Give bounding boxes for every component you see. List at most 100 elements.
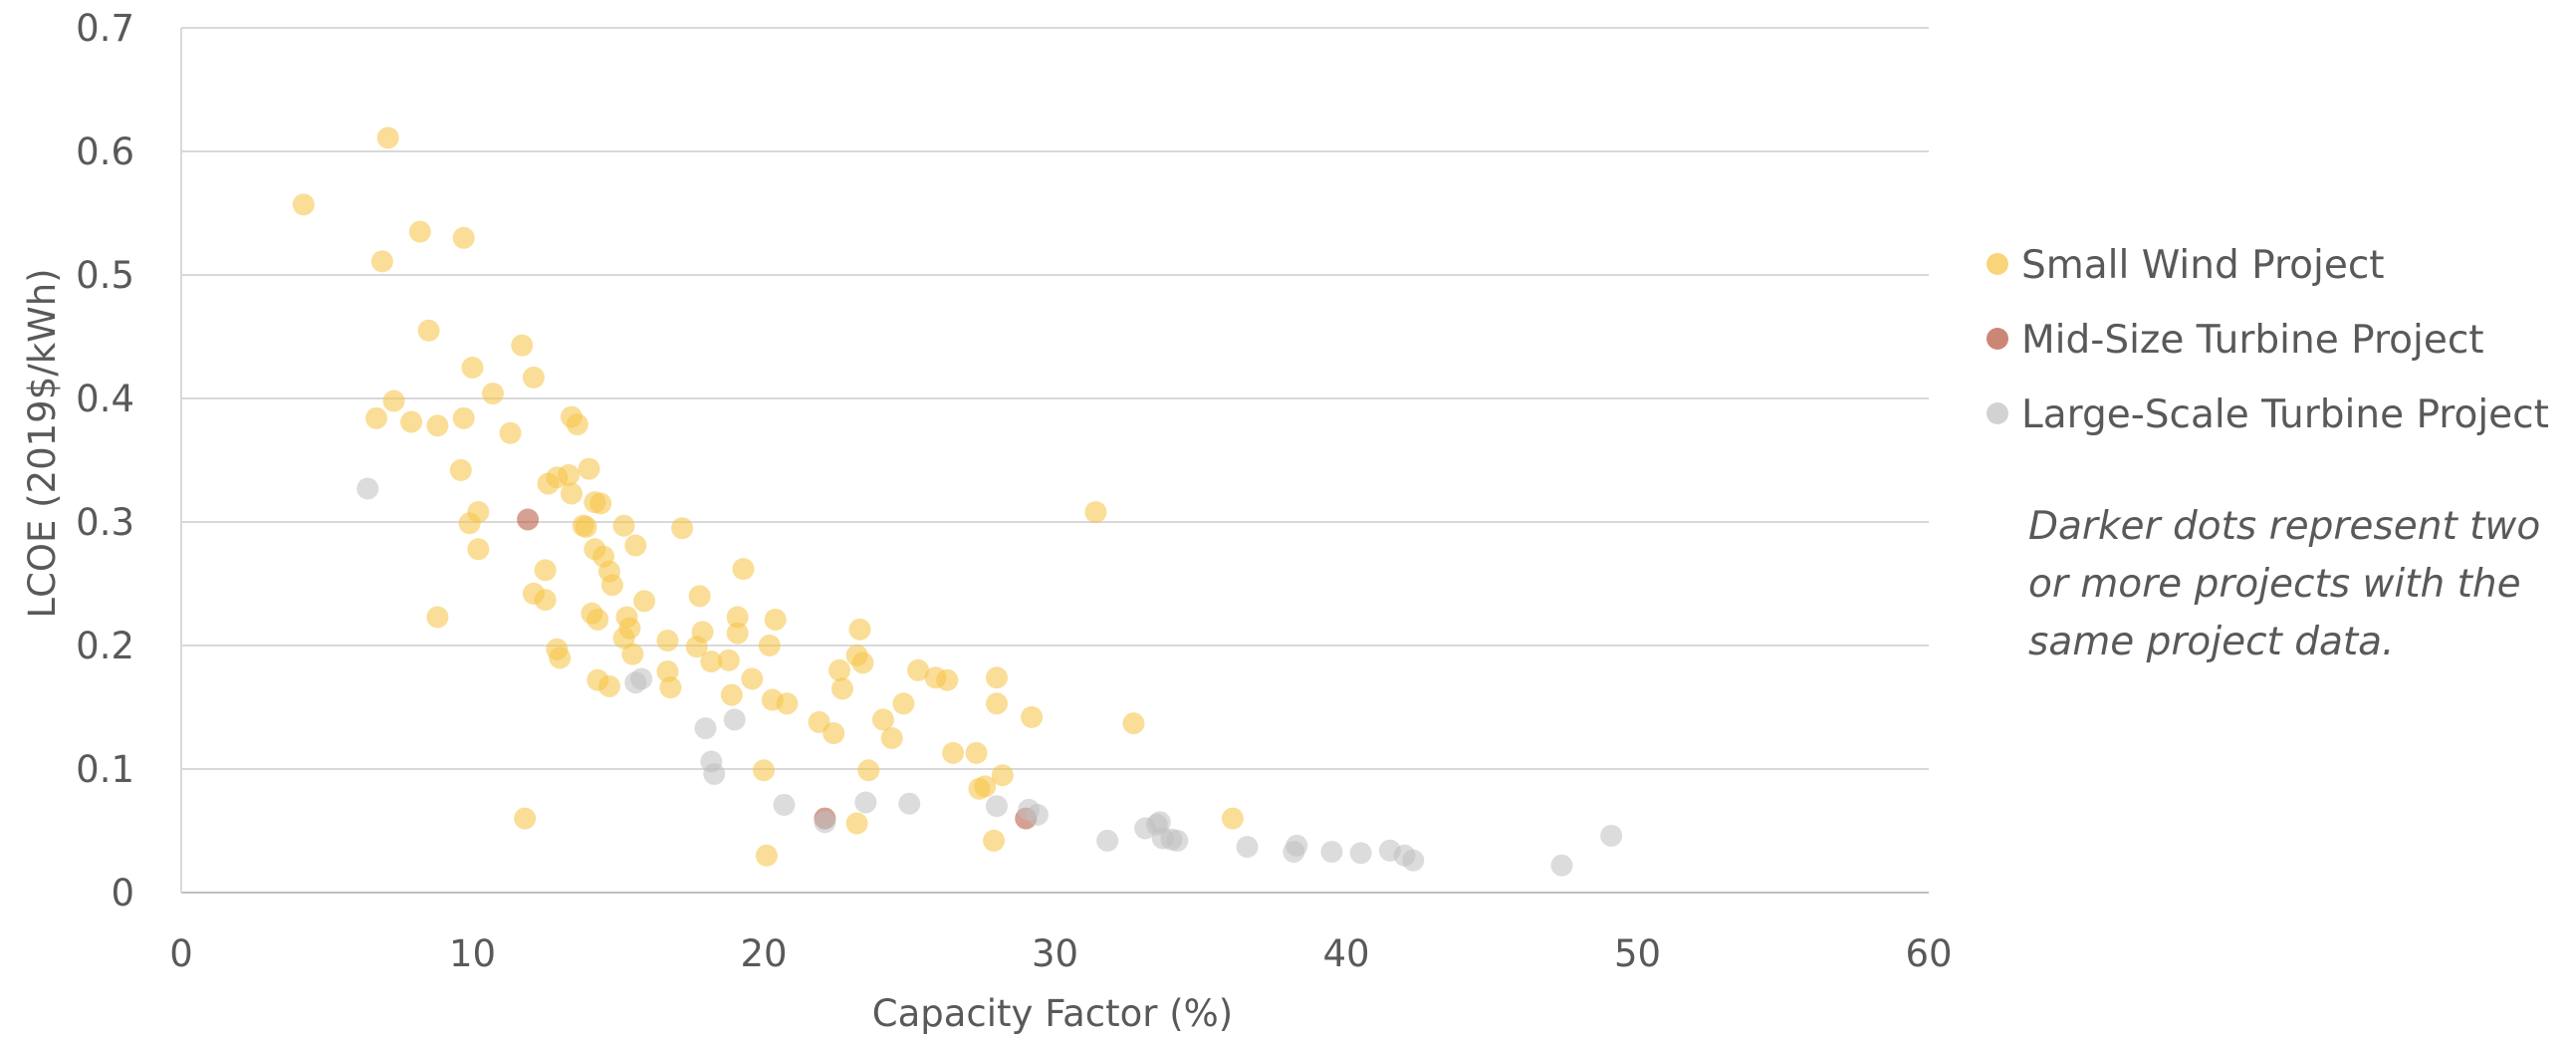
data-point: [376, 127, 399, 149]
data-point: [452, 226, 475, 249]
data-point: [382, 389, 405, 412]
x-tick-labels: 0 10 20 30 40 50 60: [169, 932, 1952, 975]
data-point: [612, 627, 635, 649]
data-point: [983, 829, 1006, 852]
data-point: [575, 515, 597, 538]
data-point: [851, 651, 874, 674]
x-axis-title: Capacity Factor (%): [872, 992, 1234, 1035]
data-point: [426, 606, 449, 629]
data-point: [986, 666, 1008, 689]
data-point: [514, 807, 537, 830]
y-tick-label: 0.7: [76, 7, 134, 50]
data-point: [499, 421, 522, 444]
data-point: [364, 406, 387, 429]
data-point: [854, 791, 877, 814]
legend: Small Wind Project Mid-Size Turbine Proje…: [1987, 243, 2549, 437]
data-point: [1122, 712, 1145, 735]
data-point: [726, 622, 749, 645]
legend-item: Small Wind Project: [1987, 243, 2385, 288]
x-tick-label: 0: [169, 932, 193, 975]
data-points: [292, 127, 1623, 877]
data-point: [1286, 834, 1308, 857]
data-point: [688, 585, 711, 608]
data-point: [1550, 854, 1573, 877]
data-point: [1021, 705, 1044, 728]
data-point: [720, 683, 743, 706]
data-point: [942, 741, 965, 764]
y-tick-label: 0: [111, 872, 134, 914]
legend-item: Mid-Size Turbine Project: [1987, 318, 2484, 363]
data-point: [764, 608, 787, 631]
data-point: [467, 538, 490, 561]
data-point: [633, 590, 656, 613]
x-tick-label: 40: [1322, 932, 1369, 975]
data-point: [600, 574, 623, 597]
x-tick-label: 10: [449, 932, 496, 975]
data-point: [1221, 807, 1244, 830]
data-point: [659, 676, 682, 699]
data-point: [898, 792, 921, 815]
data-point: [848, 618, 871, 641]
data-point: [776, 692, 799, 715]
data-point: [630, 667, 653, 690]
data-point: [694, 717, 717, 740]
data-point: [1402, 849, 1425, 872]
data-point: [773, 793, 796, 816]
data-point: [560, 482, 583, 505]
data-point: [753, 759, 775, 782]
data-point: [936, 668, 959, 691]
legend-label: Small Wind Project: [2021, 243, 2385, 288]
data-point: [1320, 841, 1343, 864]
data-point: [1166, 829, 1189, 852]
data-point: [880, 727, 903, 749]
axes: [180, 28, 1929, 894]
y-tick-label: 0.5: [76, 254, 134, 297]
data-point: [991, 764, 1014, 787]
y-tick-label: 0.3: [76, 501, 134, 544]
data-point: [830, 677, 853, 700]
legend-label: Large-Scale Turbine Project: [2021, 392, 2549, 437]
data-point: [671, 517, 694, 540]
data-point: [871, 708, 894, 731]
legend-marker: [1987, 328, 2008, 350]
data-point: [458, 512, 481, 535]
x-tick-label: 30: [1032, 932, 1078, 975]
data-point: [481, 383, 504, 405]
x-tick-label: 50: [1614, 932, 1661, 975]
data-point: [292, 193, 315, 216]
legend-note: Darker dots represent two or more projec…: [2028, 504, 2540, 664]
x-tick-label: 60: [1905, 932, 1952, 975]
data-point: [452, 406, 475, 429]
data-point: [726, 606, 749, 629]
y-axis-title: LCOE (2019$/kWh): [21, 268, 64, 618]
data-point: [578, 457, 600, 480]
data-point: [828, 658, 851, 681]
data-point: [558, 463, 581, 486]
data-point: [597, 674, 620, 697]
data-point: [612, 514, 635, 537]
y-tick-labels: 0 0.1 0.2 0.3 0.4 0.5 0.6 0.7: [76, 7, 134, 914]
legend-label: Mid-Size Turbine Project: [2021, 318, 2484, 363]
data-point: [426, 414, 449, 437]
data-point: [517, 508, 540, 531]
data-point: [758, 635, 781, 656]
data-point: [408, 220, 431, 243]
data-point: [549, 647, 572, 669]
data-point: [965, 741, 988, 764]
note-line-2: or more projects with the: [2028, 562, 2521, 607]
data-point: [741, 667, 764, 690]
data-point: [522, 366, 545, 389]
data-point: [417, 319, 440, 342]
data-point: [534, 589, 557, 612]
legend-item: Large-Scale Turbine Project: [1987, 392, 2549, 437]
series-3: [356, 477, 1623, 877]
data-point: [370, 250, 393, 273]
note-line-1: Darker dots represent two: [2028, 504, 2540, 549]
note-line-3: same project data.: [2028, 620, 2394, 664]
data-point: [857, 759, 880, 782]
data-point: [1600, 824, 1623, 847]
data-point: [586, 608, 609, 631]
data-point: [624, 534, 647, 557]
data-point: [566, 413, 588, 436]
